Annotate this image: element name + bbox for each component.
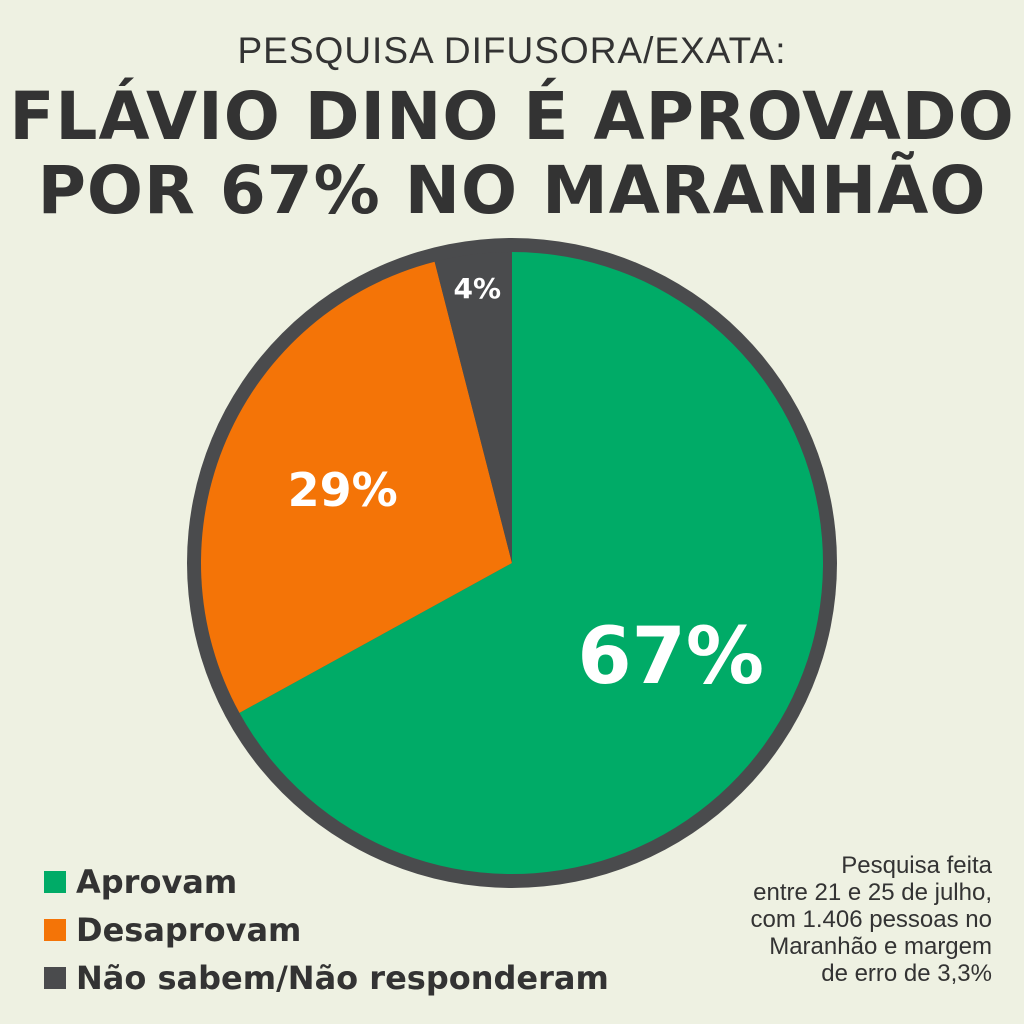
legend: Aprovam Desaprovam Não sabem/Não respond… <box>44 858 609 1002</box>
legend-swatch <box>44 967 66 989</box>
legend-label: Não sabem/Não responderam <box>76 959 609 997</box>
note-line: Pesquisa feita <box>841 852 992 879</box>
chart-title-line-2: POR 67% NO MARANHÃO <box>37 152 987 229</box>
methodology-note: Pesquisa feita entre 21 e 25 de julho, c… <box>672 852 993 987</box>
note-line: com 1.406 pessoas no <box>750 906 993 933</box>
note-line: Maranhão e margem <box>769 933 992 960</box>
legend-swatch <box>44 919 66 941</box>
slice-label: 67% <box>577 612 764 702</box>
legend-item-nao-sabem: Não sabem/Não responderam <box>44 954 609 1002</box>
legend-swatch <box>44 871 66 893</box>
note-line: entre 21 e 25 de julho, <box>753 879 992 906</box>
chart-subtitle: PESQUISA DIFUSORA/EXATA: <box>237 30 787 71</box>
pie-slice-aprovam <box>239 252 824 874</box>
legend-item-desaprovam: Desaprovam <box>44 906 609 954</box>
legend-item-aprovam: Aprovam <box>44 858 609 906</box>
chart-title-line-1: FLÁVIO DINO É APROVADO <box>9 78 1015 155</box>
note-line: de erro de 3,3% <box>821 960 992 987</box>
slice-label: 29% <box>288 463 398 517</box>
pie-slice-n-o-sabem-n-o-responderam <box>434 252 512 563</box>
legend-label: Aprovam <box>76 863 238 901</box>
slice-label: 4% <box>454 272 502 305</box>
legend-label: Desaprovam <box>76 911 302 949</box>
pie-slice-desaprovam <box>200 261 512 713</box>
chart-title: FLÁVIO DINO É APROVADO POR 67% NO MARANH… <box>0 80 1024 228</box>
